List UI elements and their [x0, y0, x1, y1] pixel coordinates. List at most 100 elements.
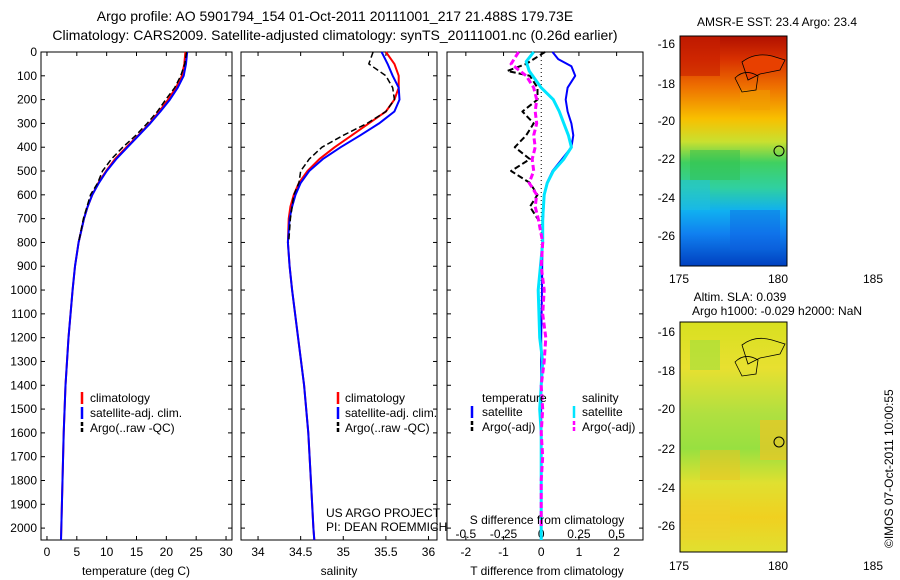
sst-xtick-175: 175	[669, 272, 689, 286]
legend-label-t-satellite: satellite	[482, 405, 523, 419]
x-tick-label: 0	[538, 545, 545, 559]
x-tick-label: 15	[130, 545, 144, 559]
sla-map: Altim. SLA: 0.039 Argo h1000: -0.029 h20…	[658, 290, 884, 573]
x-tick-label: 25	[190, 545, 204, 559]
sla-map-title-line2: Argo h1000: -0.029 h2000: NaN	[692, 304, 862, 318]
series-line-argo-raw-qc	[287, 51, 396, 243]
temperature-xlabel: temperature (deg C)	[82, 564, 190, 578]
sla-xtick-185: 185	[863, 559, 883, 573]
x-tick-label: 5	[73, 545, 80, 559]
sla-ytick: -22	[658, 442, 676, 456]
depth-tick-label: 1700	[10, 450, 37, 464]
chart-title-line2: Climatology: CARS2009. Satellite-adjuste…	[52, 27, 618, 43]
argo-position-marker	[773, 145, 785, 157]
salinity-panel-frame	[240, 51, 438, 541]
sst-ytick: -24	[658, 191, 676, 205]
series-line-s-satellite	[524, 51, 573, 540]
sla-ytick: -16	[658, 325, 676, 339]
depth-tick-label: 1800	[10, 473, 37, 487]
legend-label-climatology: climatology	[345, 391, 405, 405]
sst-ytick: -18	[658, 77, 676, 91]
series-line-climatology	[60, 51, 187, 541]
sla-ytick: -18	[658, 364, 676, 378]
legend-title-temperature: temperature	[482, 391, 547, 405]
difference-legend: temperature salinity satellite Argo(-adj…	[470, 391, 635, 434]
x-tick-label: 34.5	[289, 545, 313, 559]
depth-tick-label: 1300	[10, 354, 37, 368]
salinity-legend: climatology satellite-adj. clim. Argo(..…	[336, 391, 437, 435]
data-lines	[60, 51, 577, 541]
s-difference-xlabel: S difference from climatology	[470, 513, 625, 527]
x-tick-label: -2	[461, 545, 472, 559]
sla-xtick-175: 175	[669, 559, 689, 573]
sla-texture	[680, 337, 787, 540]
depth-tick-label: 1400	[10, 378, 37, 392]
depth-tick-label: 900	[17, 259, 37, 273]
legend-label-satellite: satellite-adj. clim.	[345, 406, 437, 420]
x-tick-label: 34	[251, 545, 265, 559]
sst-ytick: -20	[658, 114, 676, 128]
chart-title-line1: Argo profile: AO 5901794_154 01-Oct-2011…	[96, 8, 574, 24]
legend-label-satellite: satellite-adj. clim.	[90, 406, 182, 420]
series-line-t-argo-adj	[506, 51, 546, 220]
project-annotation-line1: US ARGO PROJECT	[326, 506, 441, 520]
depth-tick-label: 400	[17, 140, 37, 154]
t-difference-xlabel: T difference from climatology	[470, 564, 624, 578]
depth-tick-label: 1600	[10, 426, 37, 440]
series-line-satellite-adj-clim	[60, 51, 189, 541]
depth-tick-label: 1500	[10, 402, 37, 416]
depth-tick-label: 1000	[10, 283, 37, 297]
legend-label-climatology: climatology	[90, 391, 150, 405]
series-line-s-argo-adj	[509, 51, 548, 529]
depth-tick-label: 200	[17, 93, 37, 107]
depth-tick-label: 600	[17, 188, 37, 202]
sla-map-title-line1: Altim. SLA: 0.039	[694, 290, 787, 304]
depth-tick-label: 800	[17, 235, 37, 249]
series-line-t-satellite	[540, 51, 577, 540]
sla-ytick: -24	[658, 481, 676, 495]
sst-ytick: -22	[658, 152, 676, 166]
legend-label-argo: Argo(..raw -QC)	[345, 421, 430, 435]
x-tick-label: 1	[576, 545, 583, 559]
x-tick-label: 0	[44, 545, 51, 559]
legend-label-s-argo: Argo(-adj)	[582, 420, 635, 434]
x-top-tick-label: -0.5	[456, 527, 477, 541]
x-tick-label: 35	[337, 545, 351, 559]
sla-ytick: -26	[658, 519, 676, 533]
depth-tick-label: 0	[30, 45, 37, 59]
series-line-argo-raw-qc	[77, 51, 188, 243]
x-tick-label: 30	[219, 545, 233, 559]
axis-ticks: 0100200300400500600700800900100011001200…	[10, 45, 643, 559]
x-tick-label: 35.5	[374, 545, 398, 559]
sst-ytick: -26	[658, 229, 676, 243]
legend-label-s-satellite: satellite	[582, 405, 623, 419]
x-top-tick-label: 0.5	[608, 527, 625, 541]
depth-tick-label: 2000	[10, 521, 37, 535]
x-tick-label: 36	[422, 545, 436, 559]
x-top-tick-label: -0.25	[490, 527, 518, 541]
salinity-xlabel: salinity	[321, 564, 358, 578]
temperature-legend: climatology satellite-adj. clim. Argo(..…	[80, 391, 182, 435]
legend-label-argo: Argo(..raw -QC)	[90, 421, 175, 435]
depth-tick-label: 500	[17, 164, 37, 178]
x-top-tick-label: 0.25	[567, 527, 591, 541]
depth-tick-label: 100	[17, 69, 37, 83]
sst-xtick-180: 180	[768, 272, 788, 286]
sst-map: AMSR-E SST: 23.4 Argo: 23.4 175 180 185 …	[658, 15, 884, 286]
argo-position-marker	[773, 436, 785, 448]
x-tick-label: 10	[100, 545, 114, 559]
legend-title-salinity: salinity	[582, 391, 619, 405]
project-annotation-line2: PI: DEAN ROEMMICH	[326, 520, 447, 534]
depth-tick-label: 1100	[11, 307, 37, 321]
depth-tick-label: 300	[17, 116, 37, 130]
sla-ytick: -20	[658, 402, 676, 416]
depth-tick-label: 1200	[10, 331, 37, 345]
sst-map-title: AMSR-E SST: 23.4 Argo: 23.4	[697, 15, 857, 29]
legend-label-t-argo: Argo(-adj)	[482, 420, 535, 434]
sst-xtick-185: 185	[863, 272, 883, 286]
temperature-panel-frame	[40, 51, 233, 541]
x-tick-label: 20	[160, 545, 174, 559]
series-line-satellite-adj-clim	[286, 51, 401, 541]
x-tick-label: -1	[498, 545, 509, 559]
